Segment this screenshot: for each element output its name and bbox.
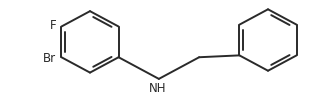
Text: Br: Br xyxy=(43,52,56,65)
Text: NH: NH xyxy=(149,82,166,95)
Text: F: F xyxy=(50,19,56,32)
